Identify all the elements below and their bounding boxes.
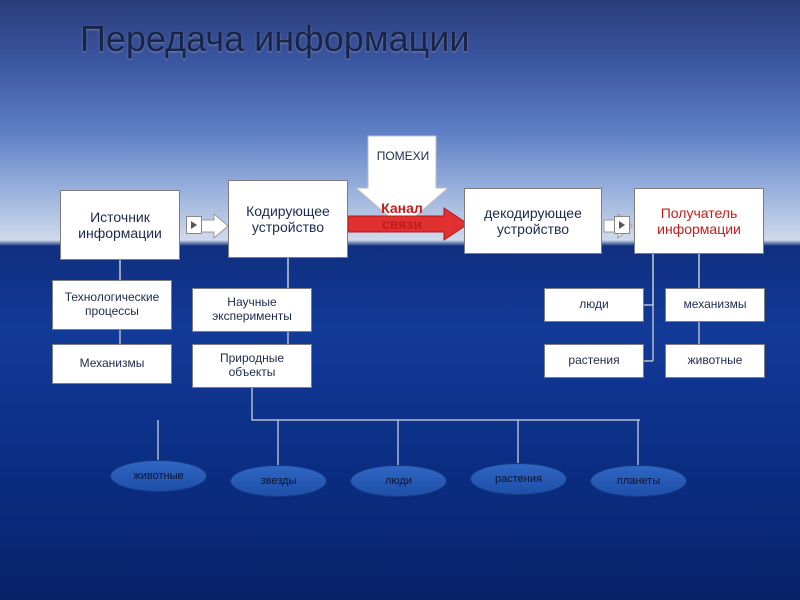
nature-ellipse-4: планеты [590, 465, 687, 497]
nature-ellipse-2: люди [350, 465, 447, 497]
arrow-white-1 [200, 214, 228, 238]
tri-marker-1 [186, 216, 202, 234]
source-sub-3: Природные объекты [192, 344, 312, 388]
node-encoder: Кодирующее устройство [228, 180, 348, 258]
receiver-sub-2: механизмы [665, 288, 765, 322]
stage: Передача информации Источник информации К… [0, 0, 800, 600]
node-source: Источник информации [60, 190, 180, 260]
nature-ellipse-1: звезды [230, 465, 327, 497]
receiver-sub-3: животные [665, 344, 765, 378]
source-sub-2: Научные эксперименты [192, 288, 312, 332]
source-sub-1: Механизмы [52, 344, 172, 384]
noise-box: ПОМЕХИ [368, 136, 438, 178]
receiver-sub-0: люди [544, 288, 644, 322]
nature-ellipse-3: растения [470, 463, 567, 495]
nature-ellipse-0: животные [110, 460, 207, 492]
receiver-sub-1: растения [544, 344, 644, 378]
node-decoder: декодирующее устройство [464, 188, 602, 254]
source-sub-0: Технологические процессы [52, 280, 172, 330]
tri-marker-2 [614, 216, 630, 234]
channel-label: Канал связи [362, 200, 442, 232]
node-receiver: Получатель информации [634, 188, 764, 254]
page-title: Передача информации [80, 18, 469, 60]
